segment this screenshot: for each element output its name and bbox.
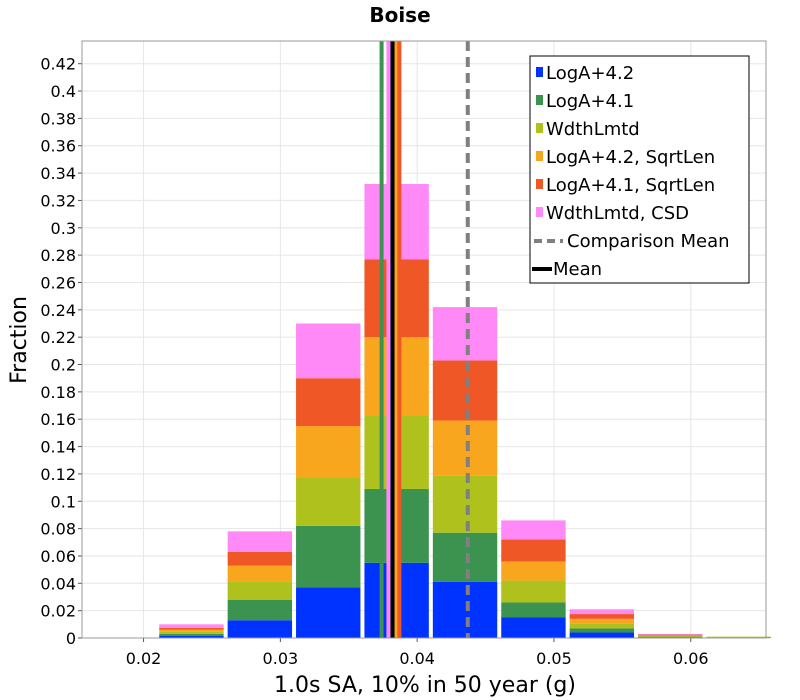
y-tick-label: 0.04 (40, 574, 76, 593)
legend-swatch (536, 123, 543, 133)
y-tick-label: 0.1 (51, 492, 76, 511)
bar-segment-loga-4-2-sqrtlen (501, 561, 566, 581)
chart-title: Boise (369, 3, 430, 27)
bar-segment-loga-4-1 (638, 636, 703, 638)
legend-label: LogA+4.1 (546, 91, 634, 112)
legend-label: WdthLmtd (546, 119, 640, 140)
bar-segment-wdthlmtd-csd (638, 633, 703, 635)
legend-label: LogA+4.2 (546, 63, 634, 84)
legend-swatch (536, 179, 543, 189)
bar-segment-loga-4-2 (159, 635, 224, 638)
y-tick-label: 0.26 (40, 273, 76, 292)
bar-segment-wdthlmtd-csd (569, 609, 635, 615)
y-tick-label: 0.02 (40, 602, 76, 621)
bar-segment-loga-4-2 (501, 617, 566, 638)
bar-segment-loga-4-1 (569, 628, 635, 633)
plot-border (81, 40, 767, 639)
bar-segment-loga-4-1-sqrtlen (296, 378, 361, 427)
bar-segment-wdthlmtd-csd (227, 531, 293, 552)
bar-segment-wdthlmtd (227, 581, 293, 600)
bar-segment-wdthlmtd (706, 636, 771, 638)
y-tick-label: 0.34 (40, 164, 76, 183)
y-tick-label: 0.3 (51, 219, 76, 238)
y-tick-label: 0.22 (40, 328, 76, 347)
y-tick-label: 0.14 (40, 438, 76, 457)
y-tick-label: 0.42 (40, 55, 76, 74)
bar-segment-loga-4-2-sqrtlen (569, 618, 635, 624)
legend-label: Comparison Mean (567, 231, 730, 252)
bar-segment-wdthlmtd (159, 631, 224, 634)
y-tick-label: 0.38 (40, 109, 76, 128)
legend-box (529, 55, 750, 284)
bar-segment-wdthlmtd-csd (501, 520, 566, 540)
bar-segment-loga-4-1 (296, 525, 361, 588)
x-tick-label: 0.04 (399, 649, 435, 668)
bar-segment-wdthlmtd (296, 478, 361, 526)
bar-segment-wdthlmtd (432, 475, 498, 533)
bar-segment-loga-4-1-sqrtlen (569, 614, 635, 619)
bar-segment-loga-4-2-sqrtlen (227, 565, 293, 582)
legend-label: WdthLmtd, CSD (546, 203, 689, 224)
legend-swatch (536, 95, 543, 105)
legend-label: LogA+4.2, SqrtLen (546, 147, 715, 168)
bar-segment-loga-4-2-sqrtlen (432, 420, 498, 476)
bar-segment-loga-4-1-sqrtlen (432, 360, 498, 421)
y-tick-label: 0 (66, 629, 76, 648)
bar-segment-loga-4-2 (227, 620, 293, 638)
y-tick-label: 0.16 (40, 410, 76, 429)
bar-segment-wdthlmtd-csd (432, 307, 498, 361)
bar-segment-loga-4-1-sqrtlen (159, 627, 224, 630)
bar-segment-loga-4-1 (432, 532, 498, 582)
y-axis-label: Fraction (7, 296, 32, 384)
y-tick-label: 0.06 (40, 547, 76, 566)
bar-segment-loga-4-1-sqrtlen (638, 634, 703, 636)
bar-segment-wdthlmtd-csd (296, 323, 361, 379)
y-tick-label: 0.36 (40, 137, 76, 156)
legend-swatch (536, 67, 543, 77)
bar-segment-loga-4-1 (159, 633, 224, 636)
legend-label: LogA+4.1, SqrtLen (546, 175, 715, 196)
x-tick-label: 0.06 (673, 649, 709, 668)
bar-segment-loga-4-1 (501, 602, 566, 618)
y-tick-label: 0.32 (40, 191, 76, 210)
bar-segment-loga-4-2 (432, 581, 498, 638)
mean-lines (379, 41, 470, 638)
bar-segment-loga-4-2-sqrtlen (159, 629, 224, 632)
legend: LogA+4.2 LogA+4.1 WdthLmtd LogA+4.2, SqrtLe… (529, 55, 750, 284)
x-tick-label: 0.05 (536, 649, 572, 668)
bar-segment-loga-4-1 (227, 599, 293, 621)
legend-swatch (536, 151, 543, 161)
bar-segment-wdthlmtd (569, 623, 635, 629)
bar-segment-wdthlmtd-csd (159, 624, 224, 628)
y-tick-label: 0.24 (40, 301, 76, 320)
bar-segment-loga-4-2-sqrtlen (296, 426, 361, 479)
bar-segment-loga-4-1-sqrtlen (501, 539, 566, 562)
y-tick-label: 0.08 (40, 520, 76, 539)
bar-segment-wdthlmtd (501, 580, 566, 603)
x-axis-ticks: 0.02 0.03 0.04 0.05 0.06 (126, 638, 709, 668)
y-tick-label: 0.28 (40, 246, 76, 265)
legend-label: Mean (553, 259, 602, 280)
y-tick-label: 0.18 (40, 383, 76, 402)
x-axis-label: 1.0s SA, 10% in 50 year (g) (274, 673, 576, 698)
legend-swatch (536, 207, 543, 217)
bar-segment-loga-4-2-sqrtlen (638, 635, 703, 637)
x-tick-label: 0.03 (263, 649, 299, 668)
bar-segment-loga-4-1-sqrtlen (227, 551, 293, 566)
bar-segment-wdthlmtd (638, 635, 703, 637)
bar-segment-loga-4-2 (296, 587, 361, 638)
y-tick-label: 0.2 (51, 356, 76, 375)
y-axis-ticks: 0 0.02 0.04 0.06 0.08 0.1 0.12 0.14 0.16 0.18 0.2 0… (40, 55, 82, 648)
y-tick-label: 0.4 (51, 82, 76, 101)
bar-segment-loga-4-2 (569, 632, 635, 638)
y-tick-label: 0.12 (40, 465, 76, 484)
x-tick-label: 0.02 (126, 649, 162, 668)
